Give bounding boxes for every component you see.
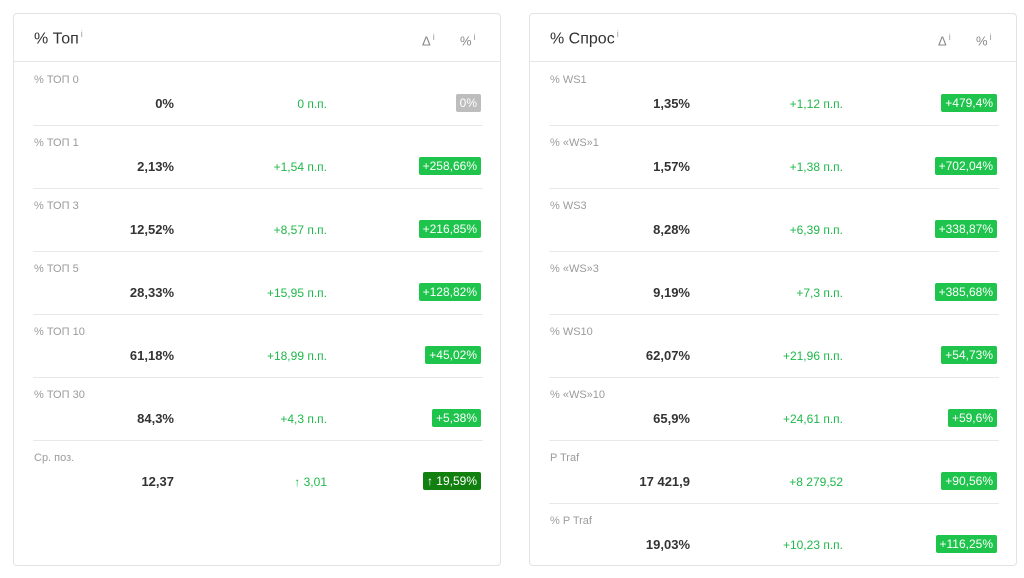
row-divider (33, 314, 483, 315)
metric-percent-badge: +54,73% (941, 346, 997, 364)
header-divider (14, 61, 500, 62)
row-divider (549, 125, 999, 126)
metric-delta: +7,3 п.п. (796, 286, 843, 300)
metric-delta: +6,39 п.п. (789, 223, 843, 237)
metric-label: % «WS»1 (550, 137, 599, 149)
metric-value: 84,3% (137, 411, 174, 426)
row-divider (33, 377, 483, 378)
metric-delta: +1,12 п.п. (789, 97, 843, 111)
column-percent: % i (460, 32, 476, 49)
row-divider (33, 125, 483, 126)
metric-value: 12,52% (129, 222, 174, 237)
metric-label: % WS10 (550, 326, 593, 338)
metric-label: % «WS»3 (550, 263, 599, 275)
metric-value: 12,37 (141, 474, 174, 489)
row-divider (33, 440, 483, 441)
metric-delta: +24,61 п.п. (782, 412, 843, 426)
metric-delta: +1,38 п.п. (789, 160, 843, 174)
metric-label: % P Traf (550, 515, 592, 527)
panel-title: % Спрос i (550, 29, 619, 48)
metric-value: 62,07% (645, 348, 690, 363)
metric-delta: 0 п.п. (297, 97, 327, 111)
metric-delta: +18,99 п.п. (266, 349, 327, 363)
metric-delta: +1,54 п.п. (273, 160, 327, 174)
row-divider (549, 188, 999, 189)
metric-percent-badge: +5,38% (431, 409, 481, 427)
header-divider (530, 61, 1016, 62)
metric-delta: +15,95 п.п. (266, 286, 327, 300)
metric-label: % ТОП 1 (34, 137, 79, 149)
row-divider (549, 440, 999, 441)
metric-value: 1,35% (653, 96, 690, 111)
metric-percent-badge: +258,66% (418, 157, 481, 175)
metric-percent-badge: 0% (455, 94, 481, 112)
row-divider (549, 377, 999, 378)
metric-value: 17 421,9 (639, 474, 690, 489)
metric-percent-badge: +216,85% (418, 220, 481, 238)
row-divider (549, 503, 999, 504)
metric-value: 65,9% (653, 411, 690, 426)
metric-percent-badge: +128,82% (418, 283, 481, 301)
metric-delta: +8 279,52 (789, 475, 843, 489)
metric-percent-badge: +59,6% (947, 409, 997, 427)
metric-label: % ТОП 0 (34, 74, 79, 86)
row-divider (33, 188, 483, 189)
metric-value: 19,03% (645, 537, 690, 552)
metric-percent-badge: +45,02% (425, 346, 481, 364)
metric-delta: +4,3 п.п. (280, 412, 327, 426)
metric-value: 2,13% (137, 159, 174, 174)
metric-delta: +21,96 п.п. (782, 349, 843, 363)
metric-label: % ТОП 3 (34, 200, 79, 212)
metric-label: % ТОП 30 (34, 389, 85, 401)
metric-label: % «WS»10 (550, 389, 606, 401)
metric-value: 1,57% (653, 159, 690, 174)
metric-percent-badge: +702,04% (934, 157, 997, 175)
metric-percent-badge: ↑ 19,59% (422, 472, 481, 490)
metric-value: 61,18% (129, 348, 174, 363)
metric-delta: ↑ 3,01 (294, 475, 327, 489)
metric-percent-badge: +90,56% (941, 472, 997, 490)
row-divider (549, 314, 999, 315)
info-icon: i (432, 32, 435, 42)
info-icon: i (473, 32, 476, 42)
info-icon: i (948, 32, 951, 42)
metric-label: % WS1 (550, 74, 587, 86)
metric-percent-badge: +385,68% (934, 283, 997, 301)
metric-value: 9,19% (653, 285, 690, 300)
info-icon: i (80, 29, 83, 39)
metric-label: P Traf (550, 452, 580, 464)
column-percent: % i (976, 32, 992, 49)
metric-delta: +8,57 п.п. (273, 223, 327, 237)
row-divider (33, 251, 483, 252)
row-divider (549, 251, 999, 252)
metric-label: % WS3 (550, 200, 587, 212)
metric-percent-badge: +479,4% (941, 94, 997, 112)
metric-value: 28,33% (129, 285, 174, 300)
panel-title: % Топ i (34, 29, 83, 48)
metric-percent-badge: +116,25% (935, 535, 997, 553)
info-icon: i (616, 29, 619, 39)
metric-label: Ср. поз. (34, 452, 75, 464)
info-icon: i (989, 32, 992, 42)
metric-value: 8,28% (653, 222, 690, 237)
metric-label: % ТОП 5 (34, 263, 79, 275)
metric-label: % ТОП 10 (34, 326, 85, 338)
metric-value: 0% (155, 96, 174, 111)
metric-percent-badge: +338,87% (934, 220, 997, 238)
metric-delta: +10,23 п.п. (782, 538, 843, 552)
